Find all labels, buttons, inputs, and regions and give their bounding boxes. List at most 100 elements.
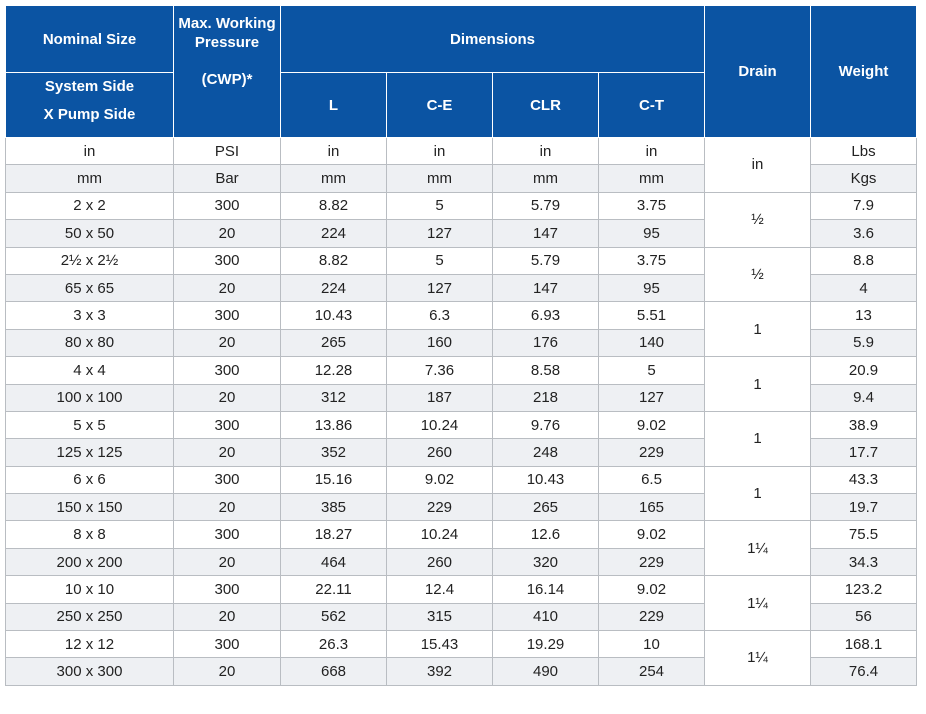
unit-cell: PSI [173,136,281,166]
cell-l: 22.11 [280,575,387,604]
cell-clr: 410 [492,602,599,632]
cell-ct: 9.02 [598,575,705,604]
unit-cell: in [5,136,174,166]
cell-size: 10 x 10 [5,575,174,604]
unit-cell: in [280,136,387,166]
table-row-metric: 125 x 125 20 352 260 248 229 17.7 [5,438,917,467]
cell-clr: 490 [492,657,599,686]
cell-ce: 10.24 [386,410,493,440]
cell-ct: 5.51 [598,301,705,330]
cell-size: 80 x 80 [5,328,174,358]
cell-clr: 10.43 [492,465,599,495]
unit-cell: Bar [173,164,281,193]
cell-l: 562 [280,602,387,632]
cell-pressure: 20 [173,328,281,358]
cell-l: 13.86 [280,410,387,440]
cell-weight: 13 [810,301,917,330]
cell-size: 50 x 50 [5,219,174,248]
cell-ce: 127 [386,219,493,248]
cell-clr: 147 [492,219,599,248]
unit-cell: Lbs [810,136,917,166]
cell-l: 385 [280,493,387,522]
cell-weight: 168.1 [810,630,917,659]
cell-size: 2 x 2 [5,191,174,221]
cell-ct: 127 [598,383,705,412]
table-row-metric: 250 x 250 20 562 315 410 229 56 [5,602,917,632]
cell-l: 15.16 [280,465,387,495]
header-sides: System Side X Pump Side [5,72,174,138]
cell-drain: 1¼ [704,575,811,632]
cell-clr: 248 [492,438,599,467]
cell-drain: 1¼ [704,520,811,577]
unit-cell: mm [598,164,705,193]
cell-weight: 76.4 [810,657,917,686]
table-row-imperial: 12 x 12 300 26.3 15.43 19.29 10 1¼ 168.1 [5,630,917,686]
cell-ce: 15.43 [386,630,493,659]
cell-l: 668 [280,657,387,686]
cell-weight: 19.7 [810,493,917,522]
cell-ct: 229 [598,602,705,632]
cell-size: 300 x 300 [5,657,174,686]
cell-ce: 392 [386,657,493,686]
table-row-imperial: 4 x 4 300 12.28 7.36 8.58 5 1 20.9 [5,356,917,412]
header-pressure-title: Max. Working Pressure [178,15,276,51]
cell-clr: 19.29 [492,630,599,659]
table-row-imperial: 3 x 3 300 10.43 6.3 6.93 5.51 1 13 [5,301,917,358]
cell-pressure: 20 [173,273,281,303]
table-row-metric: 80 x 80 20 265 160 176 140 5.9 [5,328,917,358]
cell-drain: 1 [704,465,811,522]
cell-l: 26.3 [280,630,387,659]
cell-pressure: 300 [173,575,281,604]
cell-ce: 5 [386,191,493,221]
cell-ct: 6.5 [598,465,705,495]
cell-drain: ½ [704,246,811,303]
table-row-metric: 150 x 150 20 385 229 265 165 19.7 [5,493,917,522]
cell-ce: 229 [386,493,493,522]
cell-ce: 12.4 [386,575,493,604]
cell-pressure: 300 [173,191,281,221]
cell-weight: 20.9 [810,356,917,385]
cell-drain: 1¼ [704,630,811,686]
cell-clr: 5.79 [492,246,599,275]
cell-weight: 4 [810,273,917,303]
cell-size: 3 x 3 [5,301,174,330]
cell-pressure: 20 [173,657,281,686]
unit-cell: Kgs [810,164,917,193]
table-row-imperial: 6 x 6 300 15.16 9.02 10.43 6.5 1 43.3 [5,465,917,522]
cell-ct: 5 [598,356,705,385]
unit-cell: in [386,136,493,166]
cell-pressure: 300 [173,356,281,385]
cell-ct: 3.75 [598,246,705,275]
cell-size: 5 x 5 [5,410,174,440]
cell-size: 4 x 4 [5,356,174,385]
cell-clr: 8.58 [492,356,599,385]
header-nominal-size: Nominal Size [5,5,174,73]
cell-clr: 265 [492,493,599,522]
cell-l: 8.82 [280,191,387,221]
cell-pressure: 20 [173,493,281,522]
table-body: in PSI in in in in in Lbs mm Bar mm mm m… [5,136,917,686]
cell-ct: 10 [598,630,705,659]
header-pressure-cwp: (CWP)* [201,71,253,88]
cell-pressure: 300 [173,410,281,440]
cell-ce: 260 [386,438,493,467]
cell-l: 464 [280,547,387,577]
cell-pressure: 300 [173,630,281,659]
cell-ce: 315 [386,602,493,632]
cell-weight: 56 [810,602,917,632]
cell-l: 224 [280,273,387,303]
cell-weight: 3.6 [810,219,917,248]
cell-ce: 7.36 [386,356,493,385]
cell-size: 65 x 65 [5,273,174,303]
units-row-metric: mm Bar mm mm mm mm Kgs [5,164,917,193]
table-row-imperial: 5 x 5 300 13.86 10.24 9.76 9.02 1 38.9 [5,410,917,467]
cell-ce: 260 [386,547,493,577]
unit-cell: mm [5,164,174,193]
cell-ct: 140 [598,328,705,358]
header-max-working-pressure: Max. Working Pressure (CWP)* [173,5,281,138]
cell-l: 12.28 [280,356,387,385]
cell-size: 150 x 150 [5,493,174,522]
cell-clr: 320 [492,547,599,577]
cell-ct: 3.75 [598,191,705,221]
cell-pressure: 300 [173,301,281,330]
